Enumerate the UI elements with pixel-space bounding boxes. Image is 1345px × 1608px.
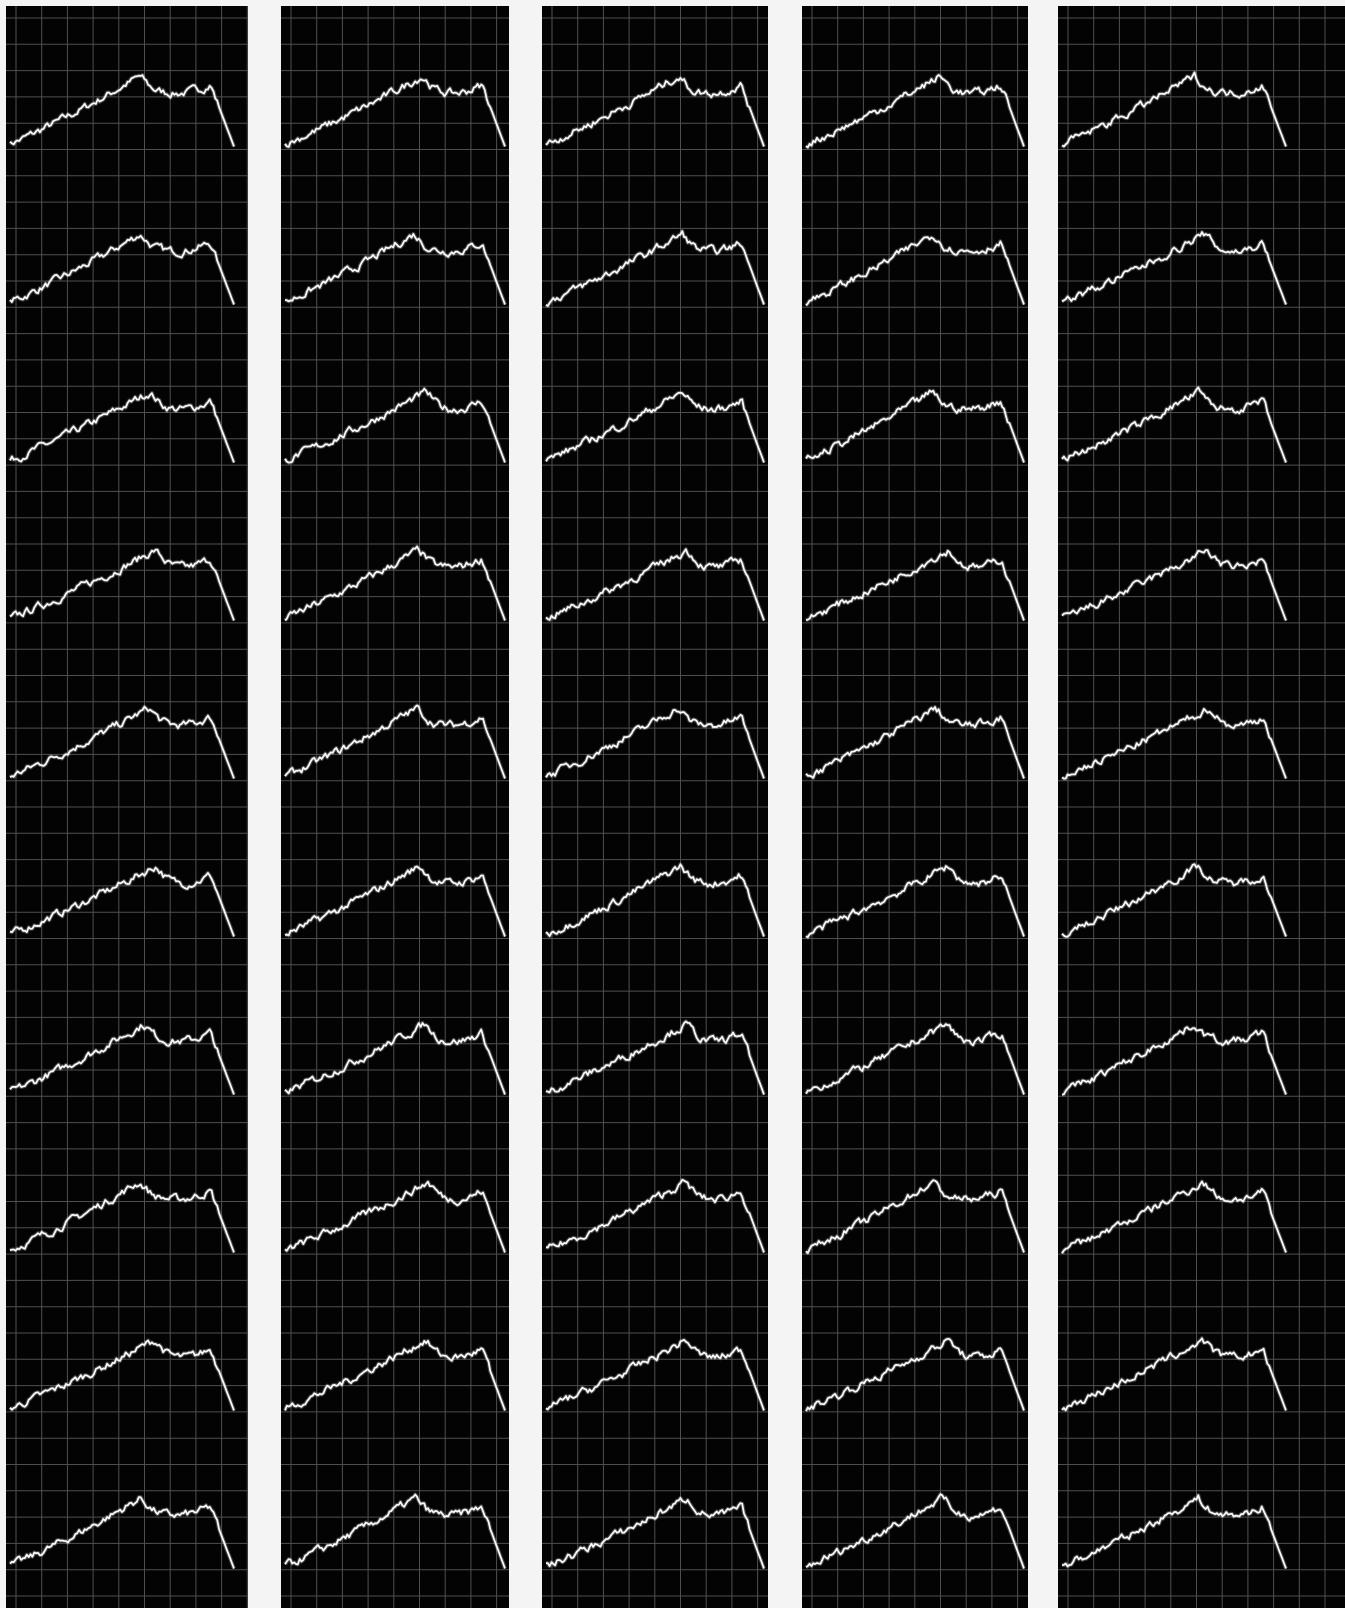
strip	[542, 6, 768, 1608]
strip	[281, 6, 509, 1608]
strip	[1058, 6, 1345, 1608]
strip	[802, 6, 1028, 1608]
strip	[6, 6, 248, 1608]
